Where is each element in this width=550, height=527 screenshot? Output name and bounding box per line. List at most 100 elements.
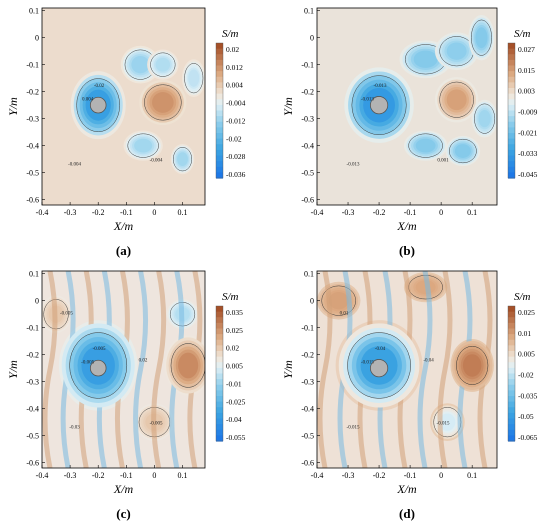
y-tick-label: -0.6 (26, 459, 39, 468)
colorbar-segment (508, 322, 515, 330)
y-tick-label: -0.1 (301, 61, 314, 70)
y-tick-label: -0.4 (301, 405, 314, 414)
colorbar-tick-label: -0.05 (518, 412, 534, 421)
cylinder (369, 359, 389, 378)
colorbar-tick-label: 0.01 (518, 329, 531, 338)
contour-band (188, 69, 200, 87)
x-tick-label: -0.3 (64, 471, 77, 480)
wave-streak (417, 271, 433, 468)
contour-label: -0.04 (423, 359, 434, 364)
colorbar-segment (216, 373, 223, 380)
cylinder (89, 359, 107, 377)
colorbar-segment (216, 144, 223, 151)
colorbar-segment (216, 429, 223, 436)
colorbar-segment (216, 306, 223, 313)
colorbar-segment (508, 390, 515, 397)
colorbar-tick-label: -0.02 (518, 371, 534, 380)
y-tick-label: 0 (310, 297, 314, 306)
x-axis-label: X/m (396, 482, 417, 496)
colorbar-segment (216, 351, 223, 358)
contour-label: -0.004 (150, 159, 163, 164)
colorbar-tick-label: 0.015 (518, 66, 535, 75)
colorbar-tick-label: -0.01 (226, 379, 242, 388)
wave-streak (317, 271, 333, 468)
contour-label: 0.02 (139, 359, 148, 364)
colorbar-segment (508, 82, 515, 89)
colorbar-segment (508, 356, 515, 363)
colorbar-segment (216, 116, 223, 123)
wave-streak (151, 271, 167, 468)
y-tick-label: -0.3 (26, 378, 39, 387)
y-tick-label: -0.5 (301, 169, 314, 178)
y-tick-label: -0.6 (301, 196, 314, 205)
colorbar-segment (216, 88, 223, 95)
contour-label: -0.03 (69, 426, 80, 431)
colorbar-segment (508, 71, 515, 78)
contour-label: -0.005 (60, 311, 73, 316)
colorbar-tick-label: 0.02 (226, 45, 239, 54)
panel-d: -0.015 -0.04 -0.015 -0.015 -0.04 0.01 -0.4 -0.3… (281, 270, 538, 521)
colorbar-tick-label: -0.035 (518, 391, 538, 400)
y-tick-label: -0.2 (301, 88, 314, 97)
colorbar-segment (508, 43, 515, 50)
y-tick-label: -0.2 (26, 88, 39, 97)
x-axis-label: X/m (396, 219, 417, 233)
contour-label: 0.004 (82, 98, 94, 103)
colorbar-segment (216, 407, 223, 414)
colorbar-segment (508, 407, 515, 414)
contour-field-b: -0.013 -0.013 0.001 -0.013 (317, 8, 497, 205)
y-tick-label: -0.4 (301, 142, 314, 151)
y-tick-label: 0.1 (304, 270, 314, 279)
colorbar-tick-label: -0.055 (226, 433, 246, 442)
x-tick-label: -0.4 (36, 208, 49, 217)
y-tick-label: -0.5 (26, 432, 39, 441)
colorbar-frame (215, 42, 224, 179)
colorbar-c: S/m 0.035 0.025 0.02 0.005 -0.01 -0.025 -0.04 -0… (215, 291, 246, 442)
contour-band (415, 138, 436, 153)
panel-b: -0.013 -0.013 0.001 -0.013 -0.4 -0.3 -0.2 -0.1 0… (281, 7, 538, 258)
colorbar-segment (508, 88, 515, 95)
y-tick-label: -0.1 (301, 324, 314, 333)
colorbar-title: S/m (514, 28, 531, 40)
colorbar-segment (508, 339, 515, 346)
colorbar-segment (508, 367, 515, 375)
colorbar-tick-label: 0.012 (226, 63, 243, 72)
colorbar-tick-label: -0.065 (518, 433, 538, 442)
colorbar-frame (507, 305, 516, 442)
contour-label: -0.004 (68, 163, 81, 168)
y-tick-label: -0.2 (26, 351, 39, 360)
colorbar-tick-label: -0.036 (226, 170, 246, 179)
colorbar-segment (216, 110, 223, 117)
colorbar-tick-label: -0.04 (226, 415, 242, 424)
contour-label: 0.001 (437, 159, 449, 164)
y-tick-label: -0.5 (26, 169, 39, 178)
colorbar-segment (508, 116, 515, 123)
colorbar-segment (216, 127, 223, 134)
colorbar-segment (216, 435, 223, 442)
colorbar-tick-label: -0.028 (226, 152, 246, 161)
colorbar-segment (508, 373, 515, 380)
colorbar-segment (216, 356, 223, 363)
colorbar-segment (216, 311, 223, 318)
colorbar-segment (508, 351, 515, 358)
colorbar-segment (508, 155, 515, 162)
y-tick-label: 0 (35, 34, 39, 43)
contour-band (178, 352, 199, 379)
colorbar-segment (508, 345, 515, 352)
panel-label: (d) (399, 506, 415, 521)
x-tick-label: -0.3 (342, 208, 355, 217)
colorbar-tick-label: -0.02 (226, 134, 242, 143)
colorbar-segment (216, 379, 223, 386)
contour-field-d: -0.015 -0.04 -0.015 -0.015 -0.04 0.01 (317, 271, 497, 468)
colorbar-frame (215, 305, 224, 442)
colorbar-segment (508, 412, 515, 420)
y-tick-label: 0.1 (29, 270, 39, 279)
colorbar-segment (216, 328, 223, 335)
y-tick-label: 0 (310, 34, 314, 43)
y-tick-label: -0.3 (26, 115, 39, 124)
colorbar-frame (507, 42, 516, 179)
colorbar-segment (508, 311, 515, 318)
colorbar-title: S/m (514, 291, 531, 303)
colorbar-tick-label: 0.027 (518, 45, 535, 54)
colorbar-segment (216, 424, 223, 431)
